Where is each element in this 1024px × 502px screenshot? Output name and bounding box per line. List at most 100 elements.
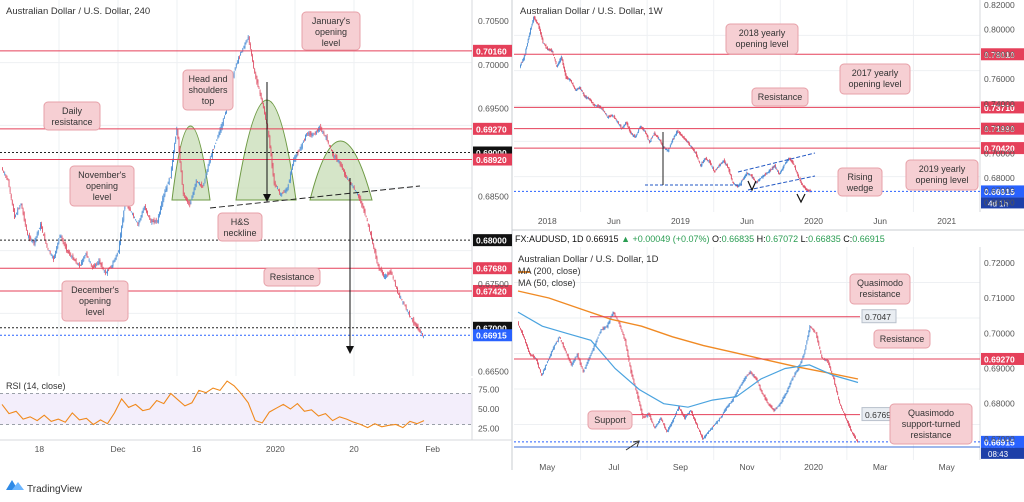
annotation-support bbox=[587, 410, 633, 430]
candle-body bbox=[7, 179, 9, 181]
candle-body bbox=[713, 426, 714, 427]
candle-body bbox=[56, 246, 58, 254]
annotation-novembers-opening-text: opening bbox=[86, 181, 118, 191]
candle-body bbox=[274, 182, 276, 186]
candle-body bbox=[603, 110, 605, 112]
candle-body bbox=[740, 384, 742, 386]
candle-body bbox=[588, 98, 590, 100]
level-price-tag bbox=[473, 234, 512, 247]
candle-body bbox=[797, 367, 799, 372]
candle-body bbox=[282, 192, 284, 194]
candle-body bbox=[540, 29, 542, 34]
candle-body bbox=[624, 124, 626, 126]
candle-body bbox=[633, 135, 635, 137]
candle-body bbox=[539, 367, 540, 370]
candle-body bbox=[840, 404, 842, 406]
candle-body bbox=[568, 78, 569, 80]
candle-body bbox=[525, 49, 527, 54]
candle-body bbox=[193, 187, 195, 195]
candle-body bbox=[34, 238, 36, 246]
candle-body bbox=[183, 192, 185, 198]
candle-body bbox=[290, 173, 291, 182]
candle-body bbox=[288, 180, 290, 183]
candle-body bbox=[599, 332, 601, 334]
candle-body bbox=[518, 322, 519, 326]
candle-body bbox=[81, 261, 82, 265]
level-price-tag bbox=[981, 101, 1024, 114]
candle-body bbox=[168, 178, 170, 185]
candle-body bbox=[394, 281, 396, 286]
candle-body bbox=[524, 53, 526, 56]
candle-body bbox=[619, 124, 620, 126]
candle-body bbox=[593, 104, 595, 106]
candle-body bbox=[711, 428, 712, 430]
candle-body bbox=[410, 316, 411, 318]
y-tick-label: 0.70500 bbox=[478, 16, 509, 26]
candle-body bbox=[246, 39, 248, 41]
symbol-label: FX:AUDUSD, 1D bbox=[515, 234, 586, 244]
candle-body bbox=[714, 424, 715, 426]
candle-body bbox=[68, 251, 69, 253]
candle-body bbox=[799, 178, 800, 180]
candle-body bbox=[703, 159, 705, 162]
candle-body bbox=[574, 88, 576, 91]
candle-body bbox=[769, 170, 771, 173]
candle-body bbox=[717, 167, 718, 169]
candle-body bbox=[581, 367, 583, 369]
candle-body bbox=[578, 88, 579, 90]
candle-body bbox=[678, 131, 680, 133]
candle-body bbox=[785, 163, 786, 165]
level-price-label: 0.69270 bbox=[476, 124, 507, 134]
candle-body bbox=[519, 326, 520, 327]
candle-body bbox=[705, 434, 706, 438]
candle-body bbox=[113, 260, 115, 263]
candle-body bbox=[673, 138, 674, 140]
candle-body bbox=[87, 257, 89, 258]
candle-body bbox=[723, 160, 725, 163]
candle-body bbox=[660, 140, 662, 144]
candle-body bbox=[543, 42, 545, 44]
annotation-2018-opening bbox=[725, 23, 799, 55]
candle-body bbox=[798, 174, 800, 178]
candle-body bbox=[600, 329, 602, 333]
candle-body bbox=[589, 98, 591, 101]
candle-body bbox=[66, 245, 67, 251]
candle-body bbox=[656, 135, 658, 137]
candle-body bbox=[837, 392, 839, 396]
low-label: L: bbox=[801, 234, 809, 244]
candle-body bbox=[795, 166, 796, 170]
candle-body bbox=[203, 184, 205, 186]
candle-body bbox=[675, 133, 677, 136]
candle-body bbox=[720, 163, 722, 166]
candle-body bbox=[754, 376, 756, 379]
candle-body bbox=[820, 350, 822, 354]
candle-body bbox=[705, 157, 707, 160]
candle-body bbox=[312, 134, 314, 136]
candle-body bbox=[201, 183, 203, 188]
low-value: 0.66835 bbox=[808, 234, 843, 244]
candle-body bbox=[658, 421, 660, 424]
candle-body bbox=[621, 329, 623, 331]
candle-body bbox=[753, 374, 755, 378]
candle-body bbox=[92, 265, 93, 269]
candle-body bbox=[240, 53, 242, 56]
tradingview-logo[interactable]: TradingView bbox=[6, 480, 83, 495]
countdown-tag bbox=[981, 447, 1024, 459]
arrow-head bbox=[796, 193, 806, 204]
candle-body bbox=[765, 397, 767, 401]
candle-body bbox=[542, 373, 543, 376]
x-tick-label: Mar bbox=[873, 462, 888, 472]
candle-body bbox=[591, 351, 593, 353]
candles bbox=[2, 35, 424, 339]
candle-body bbox=[700, 164, 702, 166]
candle-body bbox=[751, 174, 752, 176]
candle-body bbox=[597, 105, 599, 107]
candle-body bbox=[583, 92, 585, 96]
candle-body bbox=[407, 311, 409, 313]
candle-body bbox=[619, 322, 621, 326]
candle-body bbox=[710, 161, 711, 165]
x-tick-label: 2021 bbox=[937, 216, 956, 226]
candle-body bbox=[843, 411, 845, 413]
candle-body bbox=[555, 341, 557, 345]
candle-body bbox=[132, 213, 133, 215]
